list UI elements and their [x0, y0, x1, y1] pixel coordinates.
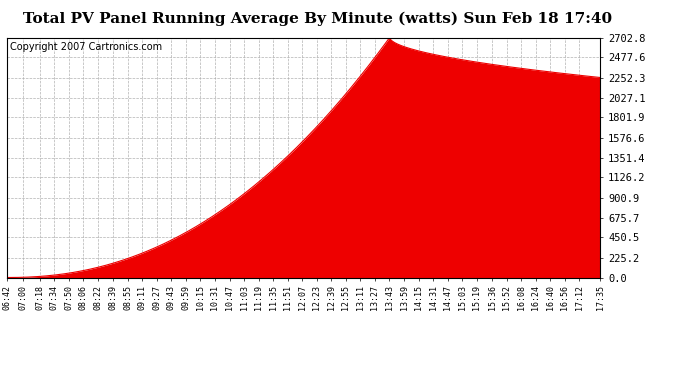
Text: Copyright 2007 Cartronics.com: Copyright 2007 Cartronics.com — [10, 42, 162, 52]
Text: Total PV Panel Running Average By Minute (watts) Sun Feb 18 17:40: Total PV Panel Running Average By Minute… — [23, 11, 612, 26]
